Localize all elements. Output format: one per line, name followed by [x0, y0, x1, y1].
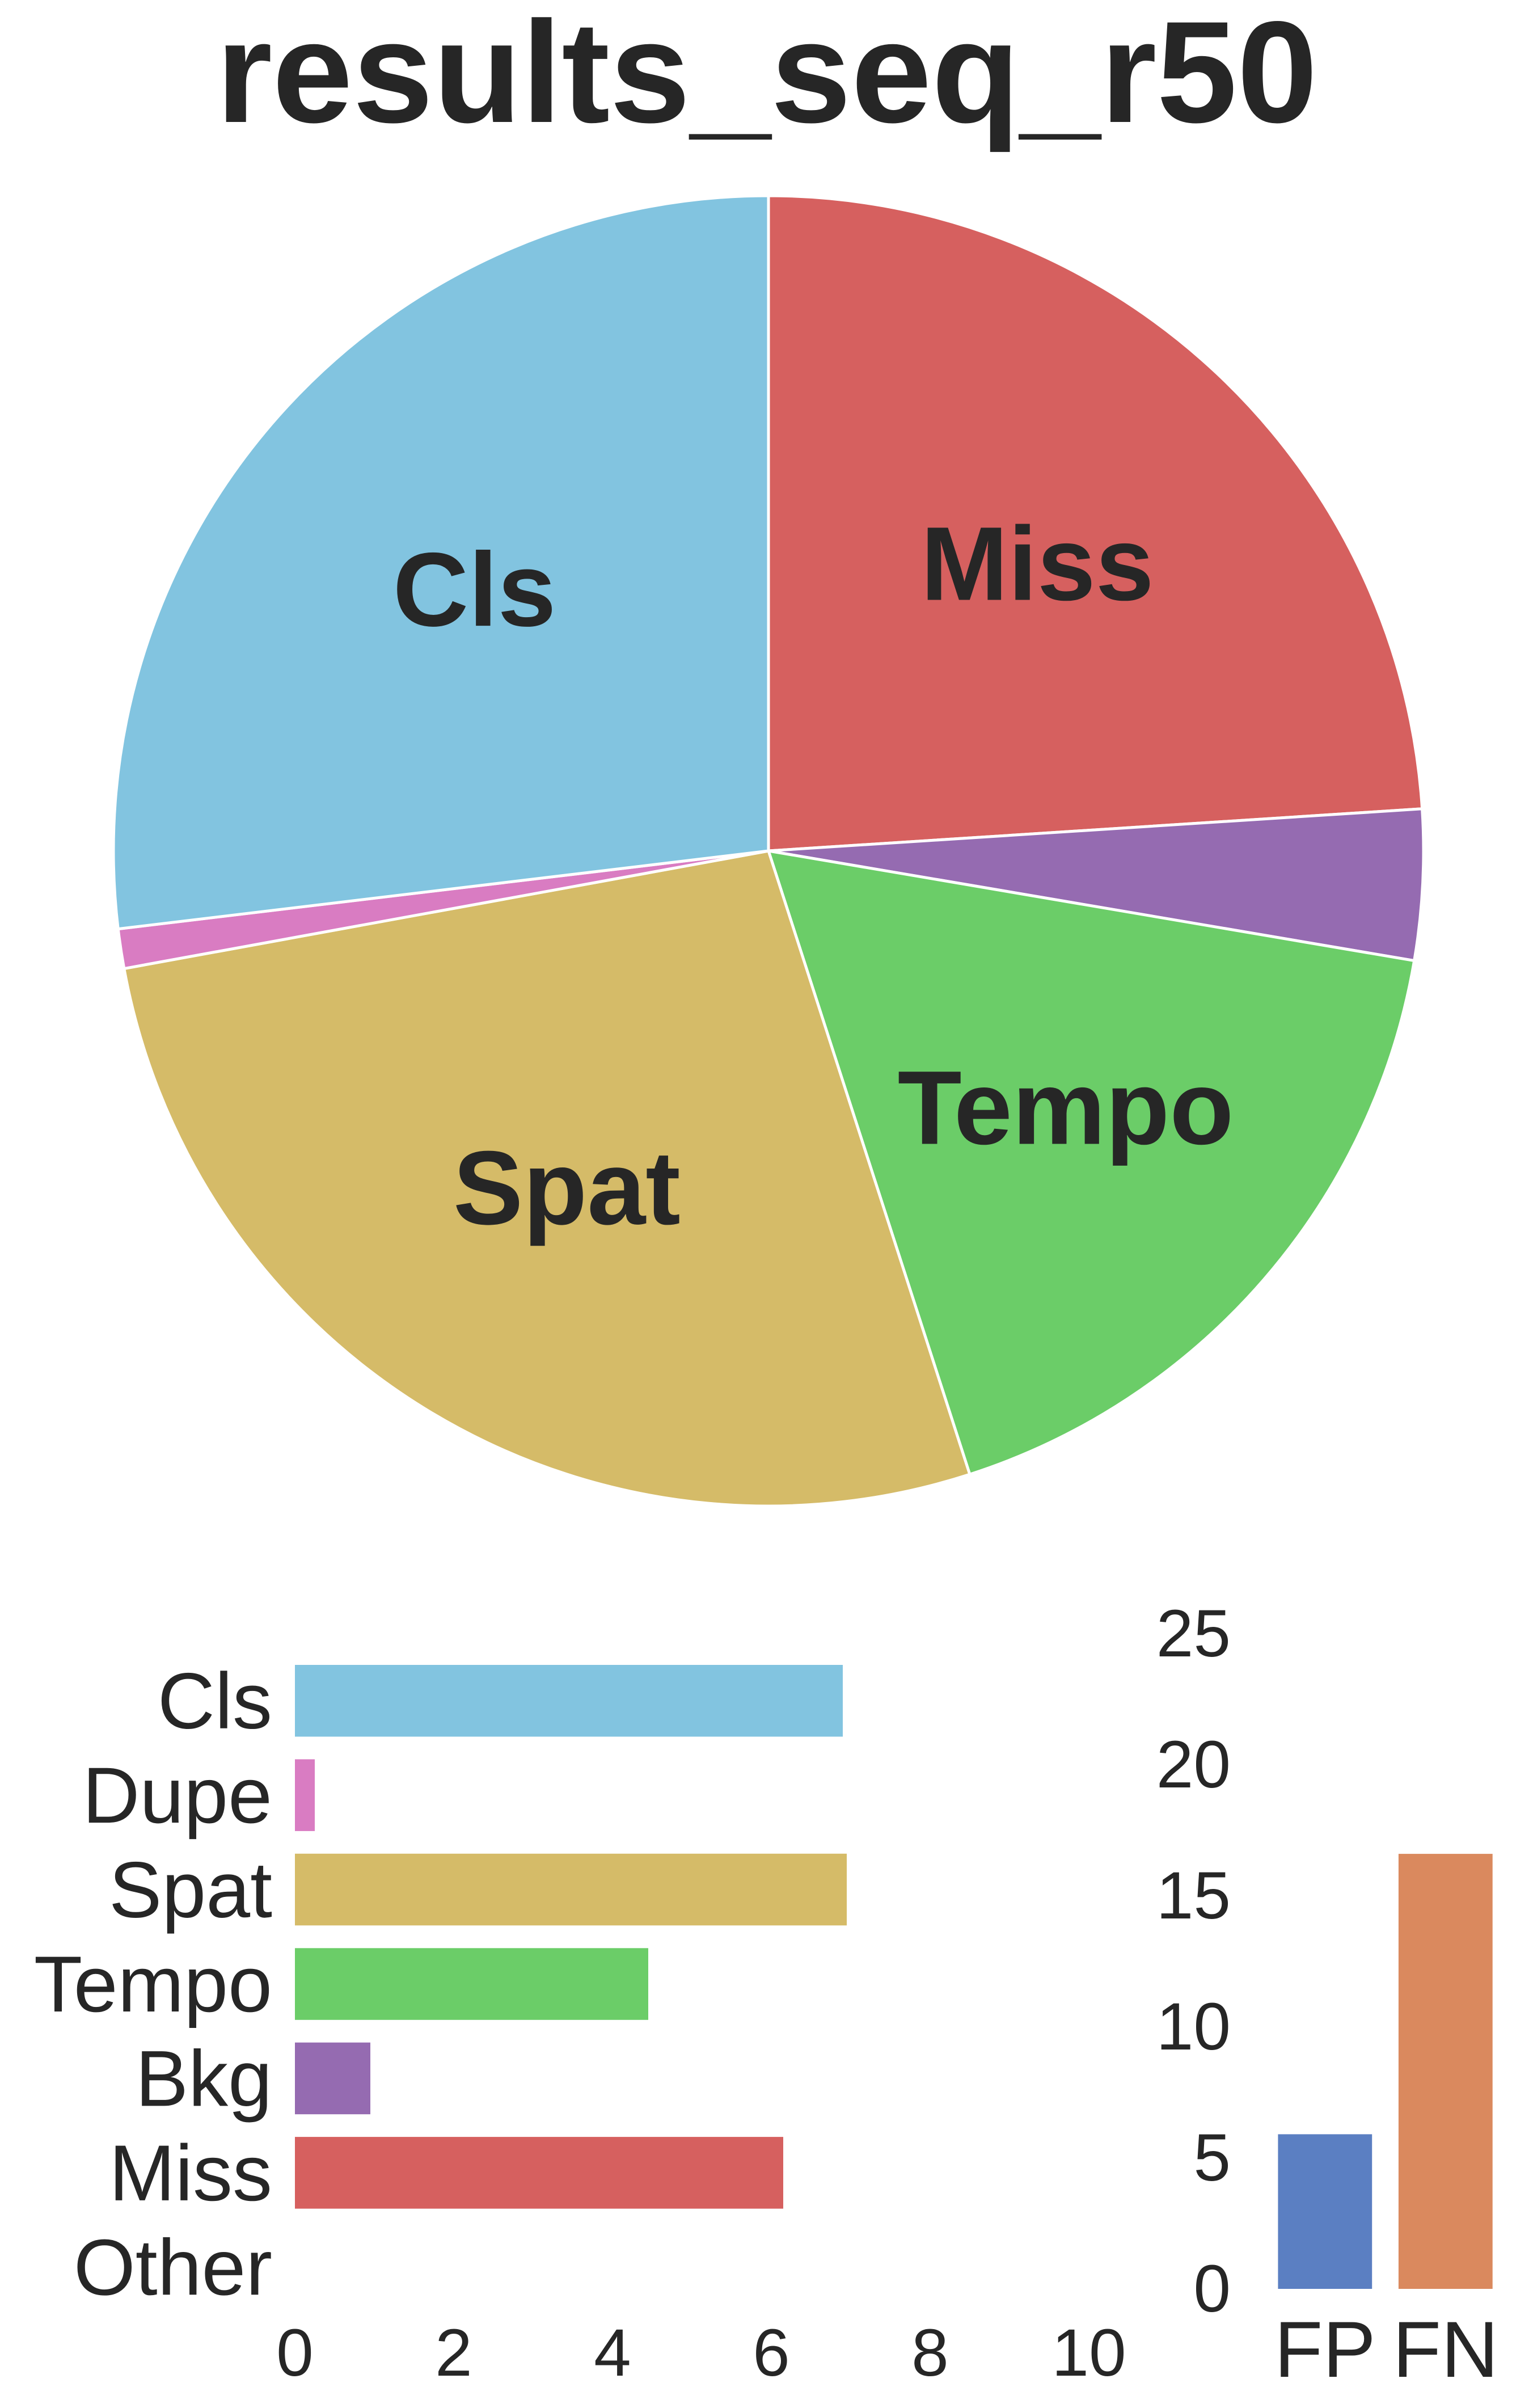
vbar-fn	[1398, 1854, 1493, 2289]
vbar-ytick-5: 5	[1193, 2120, 1231, 2195]
vbar-ytick-25: 25	[1156, 1596, 1231, 1671]
hbar-xtick-2: 2	[435, 2316, 472, 2390]
vbar-ytick-10: 10	[1156, 1989, 1231, 2064]
pie-label-cls: Cls	[393, 532, 556, 648]
hbar-cls	[295, 1665, 843, 1737]
chart-title: results_seq_r50	[216, 0, 1317, 153]
hbar-xtick-0: 0	[276, 2316, 314, 2390]
vbar-fp	[1278, 2134, 1372, 2289]
hbar-label-cls: Cls	[158, 1656, 272, 1745]
hbar-xtick-4: 4	[594, 2316, 631, 2390]
pie-label-tempo: Tempo	[898, 1050, 1234, 1167]
vbar-label-fp: FP	[1274, 2305, 1376, 2394]
hbar-xtick-10: 10	[1051, 2316, 1126, 2390]
vbar-label-fn: FN	[1392, 2305, 1498, 2394]
vbar-ytick-15: 15	[1156, 1858, 1231, 1933]
vbar-ytick-0: 0	[1193, 2251, 1231, 2326]
pie-label-spat: Spat	[453, 1130, 681, 1247]
hbar-bkg	[295, 2042, 370, 2115]
hbar-miss	[295, 2137, 783, 2209]
hbar-xtick-6: 6	[753, 2316, 790, 2390]
fp-fn-bar-chart: FP FN 0 5 10 15 20 25	[1156, 1596, 1498, 2394]
pie-slice-bkg	[767, 807, 1425, 963]
vbar-ytick-20: 20	[1156, 1727, 1231, 1802]
pie-label-miss: Miss	[920, 506, 1154, 623]
hbar-spat	[295, 1853, 847, 1926]
pie-slice-cls	[112, 194, 770, 931]
pie-slice-miss	[767, 194, 1424, 853]
pie-slice-tempo	[767, 849, 1416, 1476]
hbar-label-spat: Spat	[109, 1845, 272, 1934]
hbar-tempo	[295, 1948, 648, 2020]
pie-slice-spat	[123, 849, 972, 1508]
hbar-dupe	[295, 1759, 315, 1831]
hbar-label-tempo: Tempo	[34, 1939, 272, 2029]
hbar-xtick-8: 8	[911, 2316, 949, 2390]
hbar-label-miss: Miss	[109, 2128, 272, 2217]
pie-chart: Miss Tempo Spat Cls	[112, 194, 1425, 1508]
hbar-label-bkg: Bkg	[136, 2034, 272, 2123]
hbar-label-dupe: Dupe	[82, 1751, 272, 1840]
hbar-label-other: Other	[74, 2223, 272, 2312]
